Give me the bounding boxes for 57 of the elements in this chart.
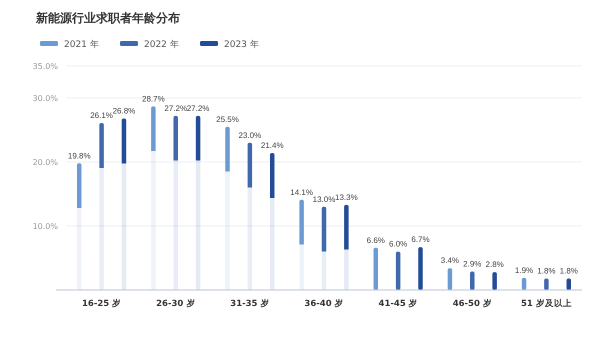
data-label: 26.1%	[90, 110, 113, 120]
bar	[522, 278, 526, 290]
x-tick-label: 51 岁及以上	[521, 298, 572, 309]
bar	[76, 163, 82, 290]
x-tick-label: 31-35 岁	[230, 298, 270, 309]
data-label: 25.5%	[216, 114, 239, 124]
bar	[418, 247, 423, 290]
bar	[151, 106, 156, 290]
bar	[448, 268, 452, 290]
chart-title: 新能源行业求职者年龄分布	[35, 11, 180, 25]
bar	[344, 204, 349, 290]
bar	[396, 252, 400, 290]
data-label: 1.9%	[514, 266, 534, 275]
data-label: 2.8%	[486, 260, 504, 270]
x-tick-label: 16-25 岁	[82, 298, 122, 309]
bar	[544, 278, 549, 290]
bar	[99, 122, 104, 290]
data-label: 6.0%	[389, 240, 408, 249]
bar	[566, 278, 572, 290]
data-label: 1.8%	[537, 266, 556, 276]
data-label: 27.2%	[186, 104, 210, 113]
data-label: 21.4%	[260, 141, 284, 150]
bar	[470, 271, 475, 290]
data-label: 14.1%	[290, 188, 313, 197]
data-label: 27.2%	[164, 104, 188, 113]
data-label: 19.8%	[68, 151, 91, 160]
bar	[299, 200, 304, 290]
x-tick-label: 36-40 岁	[304, 298, 344, 309]
data-label: 23.0%	[238, 130, 262, 140]
legend-label: 2023 年	[224, 39, 259, 50]
bar	[322, 206, 326, 290]
data-label: 1.8%	[560, 266, 578, 276]
y-tick-label: 30.0%	[32, 94, 58, 103]
data-label: 28.7%	[142, 94, 165, 104]
bar	[173, 116, 178, 290]
data-label: 6.6%	[366, 236, 385, 245]
legend-label: 2021 年	[64, 39, 99, 50]
bar	[374, 248, 378, 290]
bar	[122, 118, 126, 290]
data-label: 26.8%	[112, 106, 136, 116]
bar	[248, 142, 252, 290]
x-tick-label: 46-50 岁	[452, 298, 492, 309]
data-label: 2.9%	[463, 259, 482, 268]
bar	[492, 272, 497, 290]
legend-label: 2022 年	[144, 39, 179, 50]
x-tick-label: 41-45 岁	[378, 298, 418, 309]
y-tick-label: 10.0%	[32, 222, 58, 231]
data-label: 13.0%	[312, 194, 336, 204]
y-tick-label: 35.0%	[32, 62, 58, 71]
data-label: 13.3%	[335, 192, 358, 202]
data-label: 3.4%	[440, 256, 460, 266]
y-tick-label: 20.0%	[32, 158, 58, 167]
data-label: 6.7%	[411, 235, 430, 244]
x-tick-label: 26-30 岁	[156, 298, 196, 309]
bar	[225, 126, 230, 290]
bar	[196, 116, 200, 290]
bar	[270, 153, 274, 290]
